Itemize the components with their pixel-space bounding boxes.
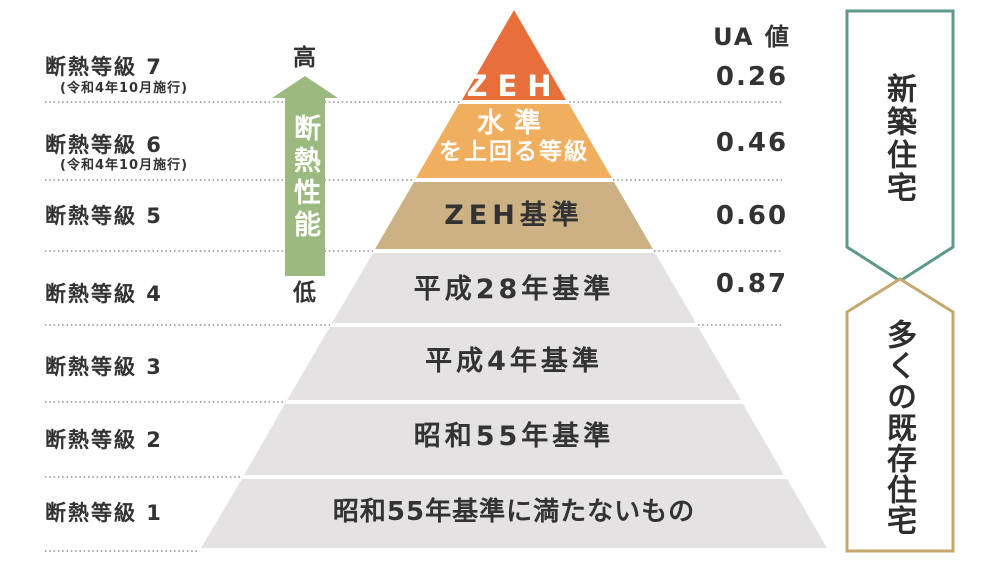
grade-label-2: 断熱等級 2 [45,428,163,452]
tier-7-label: ZEH [466,69,562,103]
axis-high-label: 高 [293,45,316,71]
grade-label-3: 断熱等級 3 [45,355,163,379]
banner-existing-housing [845,277,955,553]
banner-existing-housing-label: 多くの既存住宅 [881,319,916,536]
pyramid-tier-6 [416,104,612,178]
performance-arrow-icon [272,76,338,276]
pyramid-tier-7 [462,10,566,100]
grade-label-6: 断熱等級 6 [45,133,163,157]
performance-arrow-label: 断熱性能 [289,114,320,242]
tier-6-label-line2: を上回る等級 [439,139,589,165]
tier-1-label: 昭和55年基準に満たないもの [332,497,696,527]
axis-low-label: 低 [293,280,316,306]
tier-6-label-line1: 水準 [477,108,551,139]
banner-new-housing-label: 新築住宅 [881,73,916,205]
tier-3-label: 平成4年基準 [425,346,603,377]
grade-label-4: 断熱等級 4 [45,282,163,306]
pyramid-tier-3 [287,327,741,400]
pyramid-shape [201,10,827,548]
grade-label-7: 断熱等級 7 [45,55,163,79]
pyramid-tier-2 [244,404,784,475]
tier-5-label: ZEH基準 [444,200,584,231]
grade-label-1: 断熱等級 1 [45,501,163,525]
tier-2-label: 昭和55年基準 [413,421,615,452]
pyramid-tier-4 [332,253,696,323]
ua-column-header: UA 値 [713,23,791,51]
grade-label-5: 断熱等級 5 [45,204,163,228]
banner-new-housing [845,9,955,283]
pyramid-tier-1 [201,479,827,548]
ua-value-grade7: 0.26 [715,62,789,92]
grade-note-7: (令和4年10月施行) [60,81,189,96]
grade-note-6: (令和4年10月施行) [60,158,189,173]
ua-value-grade5: 0.60 [715,201,789,231]
ua-value-grade4: 0.87 [715,269,789,299]
ua-value-grade6: 0.46 [715,128,789,158]
row-divider-lines [45,101,783,552]
tier-4-label: 平成28年基準 [413,274,615,305]
pyramid-tier-5 [375,182,653,249]
